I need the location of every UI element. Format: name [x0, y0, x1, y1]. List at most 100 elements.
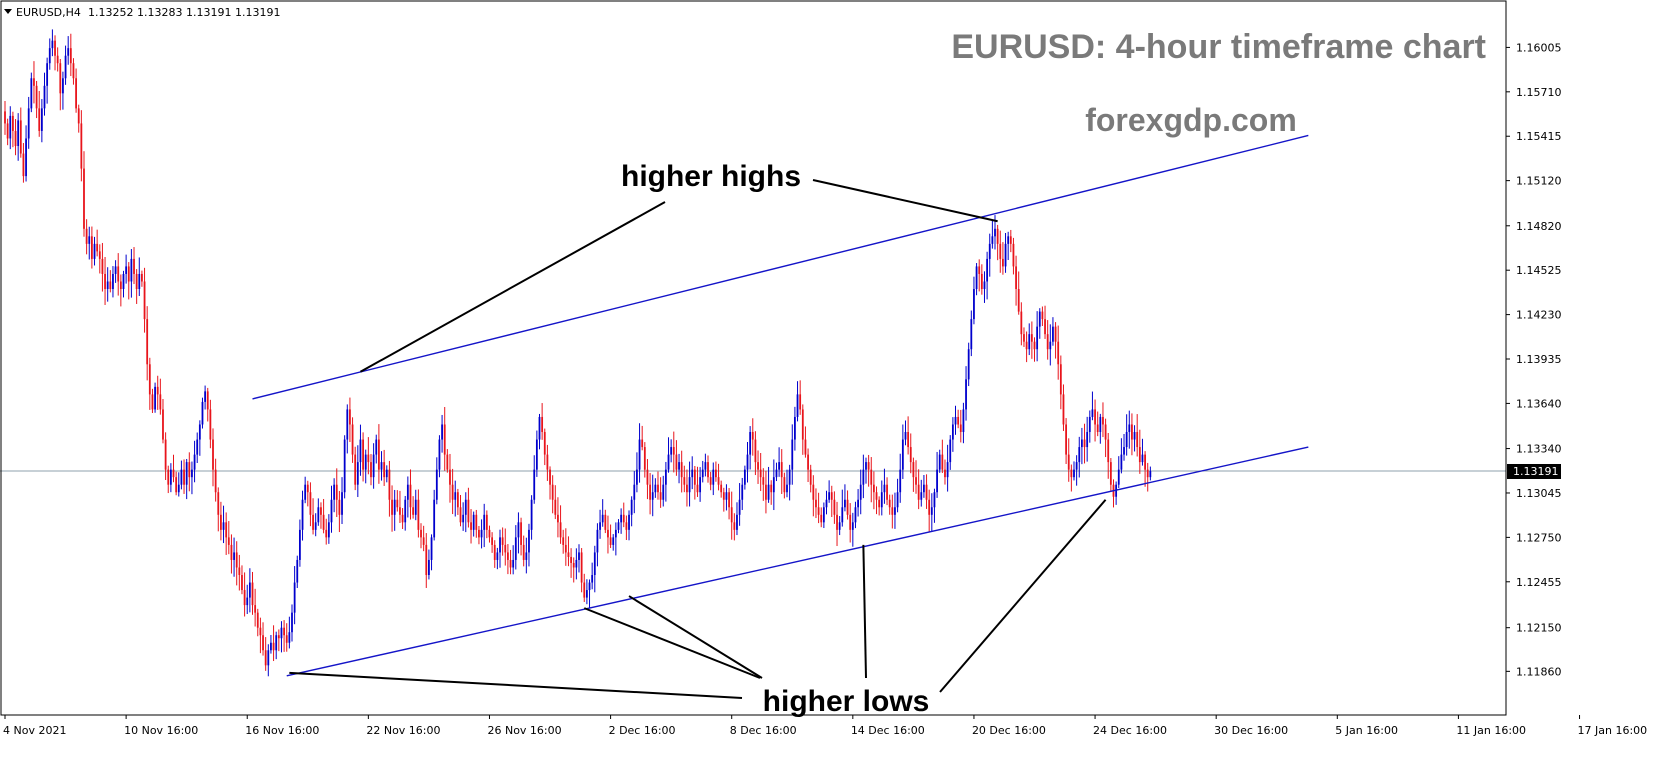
candle-body [1052, 326, 1054, 342]
candle-body [912, 462, 915, 478]
price-tick-label: 1.15710 [1516, 86, 1562, 99]
candle-body [701, 469, 704, 478]
price-tick-label: 1.15415 [1516, 130, 1562, 143]
candle-body [599, 522, 601, 530]
candle-body [301, 499, 304, 530]
higher-highs-leader-line [812, 179, 998, 223]
higher-lows-leader-line [583, 607, 761, 679]
candle-body [25, 138, 27, 177]
candle-body [62, 78, 64, 94]
candle-body [59, 63, 62, 94]
candle-body [812, 484, 815, 500]
candle-body [1088, 416, 1091, 433]
candle-body [554, 499, 557, 515]
candle-body [393, 499, 396, 515]
candle-body [612, 537, 615, 545]
candle-body [127, 266, 130, 282]
candle-body [1091, 409, 1094, 417]
symbol-menu-triangle-icon[interactable] [4, 9, 12, 14]
candle-body [1012, 243, 1015, 267]
candle-body [933, 492, 936, 508]
candle-body [915, 477, 917, 485]
candle-body [325, 529, 328, 538]
candle-body [559, 522, 562, 538]
candle-body [801, 409, 804, 440]
candle-body [512, 559, 515, 568]
candle-body [35, 85, 38, 109]
candle-body [754, 439, 757, 463]
candle-body [528, 529, 530, 553]
candle-body [825, 499, 828, 508]
candle-body [167, 469, 170, 485]
candle-body [275, 635, 278, 651]
candle-body [327, 522, 330, 538]
candle-body [222, 522, 225, 530]
candle-body [659, 492, 662, 500]
price-tick-label: 1.14820 [1516, 220, 1562, 233]
candle-body [936, 469, 938, 493]
candle-body [675, 454, 678, 470]
candle-body [620, 514, 623, 523]
candle-body [775, 469, 778, 478]
candle-body [417, 499, 420, 530]
candle-body [201, 401, 204, 425]
candle-body [88, 236, 91, 244]
candle-body [48, 48, 51, 64]
candle-body [959, 424, 962, 433]
candle-body [225, 522, 228, 538]
candle-body [857, 499, 859, 508]
candle-body [973, 289, 975, 320]
candle-body [736, 514, 738, 530]
candle-body [1136, 432, 1139, 448]
candle-body [396, 499, 399, 508]
candle-body [980, 273, 983, 290]
candle-body [83, 168, 85, 229]
candle-body [667, 454, 670, 470]
candle-body [699, 477, 702, 493]
candle-body [483, 514, 486, 530]
candle-body [478, 529, 480, 538]
candle-body [646, 469, 649, 485]
candle-body [164, 439, 167, 470]
higher-lows-leader-line [939, 499, 1107, 693]
candle-body [1015, 266, 1017, 290]
candle-body [799, 394, 802, 410]
candle-body [643, 447, 646, 470]
candle-body [999, 243, 1002, 259]
candle-body [385, 469, 388, 478]
candle-body [904, 432, 907, 440]
candle-body [412, 507, 415, 515]
candle-body [1125, 432, 1128, 448]
candle-body [491, 537, 494, 545]
candle-body [259, 627, 262, 636]
candle-body [180, 469, 183, 485]
candle-body [130, 258, 133, 282]
price-tick-label: 1.15120 [1516, 175, 1562, 188]
price-tick-label: 1.13935 [1516, 353, 1562, 366]
candle-body [849, 514, 852, 530]
candle-body [930, 507, 933, 515]
candle-body [1041, 311, 1044, 320]
candle-body [886, 484, 888, 500]
candle-body [693, 469, 696, 485]
candle-body [125, 266, 128, 274]
candle-body [622, 514, 625, 523]
time-tick-label: 16 Nov 16:00 [245, 724, 319, 737]
candle-body [114, 266, 117, 274]
trendline-upper-channel [252, 134, 1309, 400]
candle-body [875, 492, 878, 500]
candle-body [449, 469, 451, 485]
candle-body [204, 391, 207, 402]
candle-body [899, 469, 902, 493]
candle-body [533, 469, 536, 500]
candle-body [767, 484, 770, 500]
candle-body [391, 499, 393, 515]
candle-body [1009, 236, 1012, 244]
candle-body [312, 514, 314, 530]
candle-body [572, 562, 575, 568]
candle-body [1078, 447, 1081, 463]
candle-body [212, 439, 214, 470]
time-axis-ticks: 4 Nov 2021 10 Nov 16:00 16 Nov 16:00 22 Nov… [3, 715, 1647, 737]
candle-body [628, 514, 630, 530]
candle-body [630, 499, 633, 515]
